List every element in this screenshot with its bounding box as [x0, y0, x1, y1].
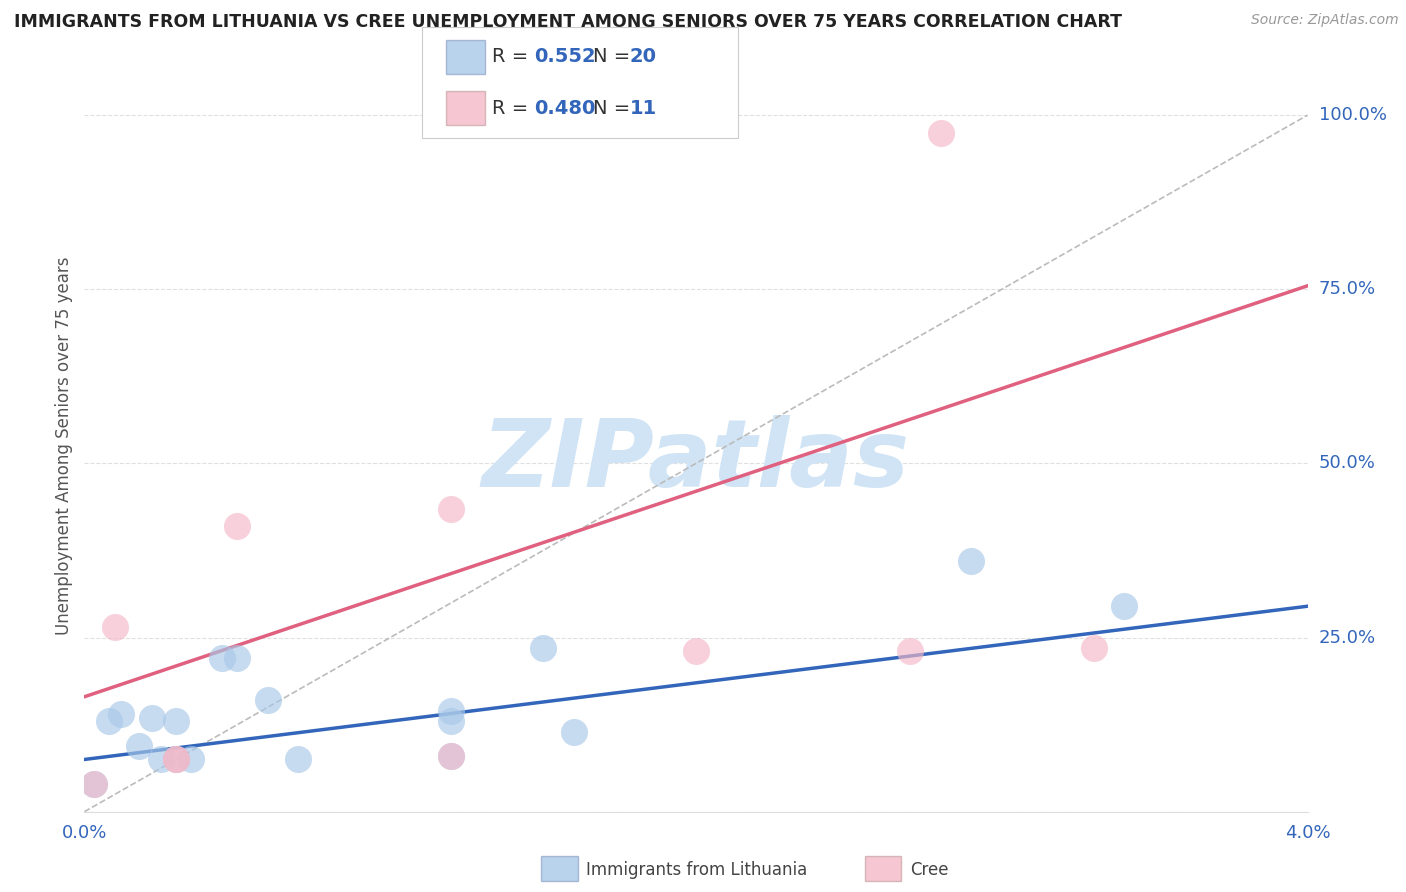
Point [165, 752, 187, 766]
Point [180, 752, 202, 766]
Text: R =: R = [492, 47, 534, 66]
Text: 11: 11 [630, 99, 657, 118]
Point [165, 752, 187, 766]
Text: Cree: Cree [910, 861, 948, 879]
Text: N =: N = [593, 47, 637, 66]
Text: N =: N = [593, 99, 637, 118]
Text: R =: R = [492, 99, 534, 118]
Point [83, 777, 105, 791]
Text: 0.480: 0.480 [534, 99, 596, 118]
Point [165, 752, 187, 766]
Point [531, 640, 554, 655]
Text: ZIPatlas: ZIPatlas [482, 415, 910, 507]
Point [128, 739, 150, 753]
Point [685, 644, 707, 658]
Text: 50.0%: 50.0% [1319, 454, 1375, 473]
Point [104, 620, 127, 634]
Text: 25.0%: 25.0% [1319, 629, 1376, 647]
Point [440, 749, 463, 764]
Point [1114, 599, 1136, 614]
Point [960, 554, 983, 568]
Point [898, 644, 921, 658]
Text: 0.552: 0.552 [534, 47, 596, 66]
Text: 100.0%: 100.0% [1319, 106, 1386, 124]
Point [440, 704, 463, 718]
Point [562, 724, 585, 739]
Y-axis label: Unemployment Among Seniors over 75 years: Unemployment Among Seniors over 75 years [55, 257, 73, 635]
Text: 20: 20 [630, 47, 657, 66]
Point [440, 714, 463, 728]
Point [165, 714, 187, 728]
Text: Source: ZipAtlas.com: Source: ZipAtlas.com [1251, 13, 1399, 28]
Point [226, 519, 249, 533]
Point [83, 777, 105, 791]
Point [110, 707, 132, 722]
Point [211, 651, 233, 665]
Point [440, 501, 463, 516]
Text: Immigrants from Lithuania: Immigrants from Lithuania [586, 861, 807, 879]
Point [1083, 640, 1105, 655]
Point [97, 714, 120, 728]
Point [141, 711, 163, 725]
Text: 75.0%: 75.0% [1319, 280, 1376, 298]
Point [440, 749, 463, 764]
Text: IMMIGRANTS FROM LITHUANIA VS CREE UNEMPLOYMENT AMONG SENIORS OVER 75 YEARS CORRE: IMMIGRANTS FROM LITHUANIA VS CREE UNEMPL… [14, 13, 1122, 31]
Point [257, 693, 280, 707]
Point [929, 126, 952, 140]
Point [226, 651, 249, 665]
Point [287, 752, 309, 766]
Point [149, 752, 172, 766]
